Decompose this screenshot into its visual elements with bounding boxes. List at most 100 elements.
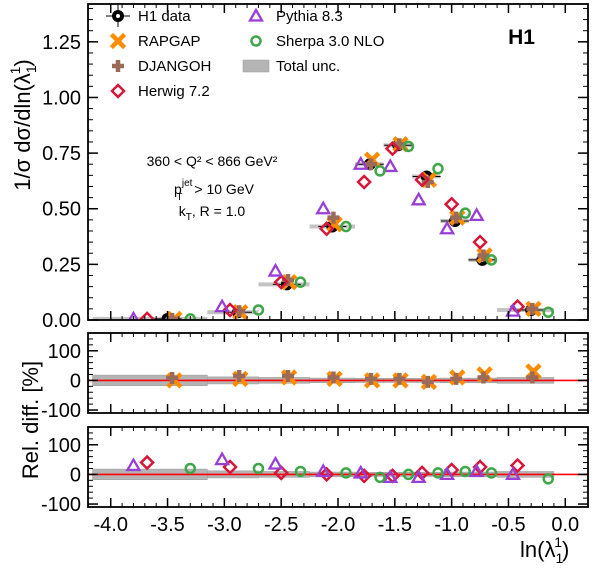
y-tick-label: 0.50 xyxy=(42,199,81,221)
data-point-pythia-8-3 xyxy=(505,302,521,317)
data-point-pythia-8-3-shape xyxy=(352,464,369,479)
y-tick-label: 100 xyxy=(48,435,81,457)
data-point-sherpa-3-0-nlo xyxy=(374,471,386,484)
x-tick-label: 0.0 xyxy=(551,514,579,536)
data-point-sherpa-3-0-nlo xyxy=(294,465,307,478)
data-point-pythia-8-3-shape xyxy=(468,207,485,222)
data-point-pythia-8-3-shape xyxy=(214,451,231,466)
data-point-pythia-8-3 xyxy=(410,191,427,206)
x-tick-label: -1.5 xyxy=(378,514,412,536)
annotation-line3-rest: , R = 1.0 xyxy=(192,203,246,219)
data-point-herwig-7-2 xyxy=(273,465,289,481)
annotation-line2-main: p xyxy=(174,181,182,197)
x-tick-label: -3.5 xyxy=(150,514,184,536)
legend-entry-djangoh: DJANGOH xyxy=(112,58,211,75)
data-point-djangoh-shape xyxy=(364,372,377,385)
legend-label: Sherpa 3.0 NLO xyxy=(276,33,384,50)
data-point-sherpa-3-0-nlo xyxy=(340,467,352,479)
data-point-djangoh xyxy=(526,302,539,315)
y-axis-title-main-sup: 1 xyxy=(7,66,23,74)
data-point-herwig-7-2-shape xyxy=(414,172,430,188)
data-point-herwig-7-2-shape xyxy=(472,234,488,250)
legend-entry-pythia-8-3: Pythia 8.3 xyxy=(248,7,343,25)
data-point-pythia-8-3-shape xyxy=(505,466,521,481)
data-point-sherpa-3-0-nlo xyxy=(542,306,554,318)
data-point-pythia-8-3 xyxy=(352,155,369,170)
data-point-sherpa-3-0-nlo xyxy=(485,467,498,479)
data-point-djangoh xyxy=(327,371,340,384)
data-point-pythia-8-3-shape xyxy=(128,310,139,320)
data-point-pythia-8-3 xyxy=(315,463,332,478)
data-point-pythia-8-3-shape xyxy=(505,302,521,317)
data-point-djangoh xyxy=(450,372,463,385)
legend-label: RAPGAP xyxy=(138,33,201,50)
data-point-pythia-8-3-shape xyxy=(315,200,332,215)
data-point-pythia-8-3 xyxy=(410,469,427,484)
legend-label: H1 data xyxy=(138,8,191,25)
legend-entry-sherpa-3-0-nlo: Sherpa 3.0 NLO xyxy=(250,33,384,50)
data-point-djangoh xyxy=(364,158,377,171)
data-point-pythia-8-3-shape xyxy=(267,455,284,470)
data-point-pythia-8-3-shape xyxy=(214,298,231,313)
data-point-herwig-7-2 xyxy=(443,196,460,213)
data-point-sherpa-3-0-nlo-shape xyxy=(402,140,415,153)
x-tick-label: -2.0 xyxy=(321,514,355,536)
data-point-sherpa-3-0-nlo xyxy=(340,220,352,233)
x-tick-label: -1.0 xyxy=(434,514,468,536)
data-point-pythia-8-3-shape xyxy=(410,191,427,206)
data-point-djangoh-shape xyxy=(477,249,490,262)
data-point-djangoh-shape xyxy=(393,372,406,385)
data-point-pythia-8-3-shape xyxy=(382,158,399,173)
legend-marker xyxy=(110,83,126,99)
data-point-sherpa-3-0-nlo-shape xyxy=(252,304,265,316)
kinematic-annotation: 360 < Q² < 866 GeV² pjet T > 10 GeV kT, R… xyxy=(147,153,278,223)
data-point-sherpa-3-0-nlo xyxy=(432,467,444,479)
data-point-herwig-7-2-shape xyxy=(139,311,155,320)
data-point-sherpa-3-0-nlo-shape xyxy=(340,467,352,479)
data-point-sherpa-3-0-nlo-shape xyxy=(432,162,444,175)
data-point-sherpa-3-0-nlo-shape xyxy=(542,306,554,318)
annotation-line2-sub: T xyxy=(176,192,182,203)
data-point-pythia-8-3-shape xyxy=(410,469,427,484)
legend-marker-shape xyxy=(250,35,262,47)
data-point-sherpa-3-0-nlo-shape xyxy=(485,254,498,266)
data-point-pythia-8-3 xyxy=(214,298,231,313)
data-point-djangoh xyxy=(364,372,377,385)
data-point-djangoh xyxy=(450,211,463,224)
panel-plot-area-main xyxy=(92,136,554,320)
legend-label: Herwig 7.2 xyxy=(138,83,210,100)
legend-marker xyxy=(112,60,124,72)
legend: H1 data RAPGAP DJANGOH Herwig 7.2 Pythia 8.3… xyxy=(106,5,384,100)
data-point-herwig-7-2-shape xyxy=(139,454,155,471)
data-point-sherpa-3-0-nlo-shape xyxy=(252,462,265,475)
legend-entry-herwig-7-2: Herwig 7.2 xyxy=(110,83,210,100)
data-point-sherpa-3-0-nlo-shape xyxy=(459,207,472,219)
data-point-pythia-8-3-shape xyxy=(352,155,369,170)
y-tick-label: -100 xyxy=(41,494,81,516)
legend-marker-shape xyxy=(112,60,124,72)
data-point-herwig-7-2-shape xyxy=(318,466,335,483)
x-axis-title-end: ) xyxy=(562,537,569,562)
y-tick-label: 0.25 xyxy=(42,254,81,276)
panel-plot-area-ratio1 xyxy=(88,363,588,391)
data-point-herwig-7-2 xyxy=(356,468,372,484)
data-point-pythia-8-3 xyxy=(128,310,139,320)
panel-ratio1: 100 0 -100 xyxy=(41,332,589,422)
y-tick-label: 0.00 xyxy=(42,310,81,332)
panel-plot-area-ratio2 xyxy=(88,451,588,485)
data-point-pythia-8-3 xyxy=(315,200,332,215)
data-point-djangoh xyxy=(526,371,539,384)
data-point-sherpa-3-0-nlo-shape xyxy=(432,467,444,479)
legend-label: DJANGOH xyxy=(138,58,211,75)
data-point-pythia-8-3-shape xyxy=(315,463,332,478)
legend-marker-shape xyxy=(109,32,127,50)
panel-main: 0.00 0.25 0.50 0.75 1.00 1.25 xyxy=(42,3,589,332)
legend-marker-shape xyxy=(110,83,126,99)
x-axis-title-sup: 1 xyxy=(554,534,562,550)
panel-ratio2: 100 0 -100 -4.0 -3.5 -3.0 -2.5 -2.0 -1.5 -1.0 -0.5… xyxy=(41,426,589,536)
data-point-herwig-7-2-shape xyxy=(273,465,289,481)
x-axis-title-text: ln(λ xyxy=(520,537,555,562)
data-point-sherpa-3-0-nlo-shape xyxy=(294,276,307,288)
data-point-sherpa-3-0-nlo xyxy=(252,304,265,316)
data-point-sherpa-3-0-nlo-shape xyxy=(459,465,472,478)
